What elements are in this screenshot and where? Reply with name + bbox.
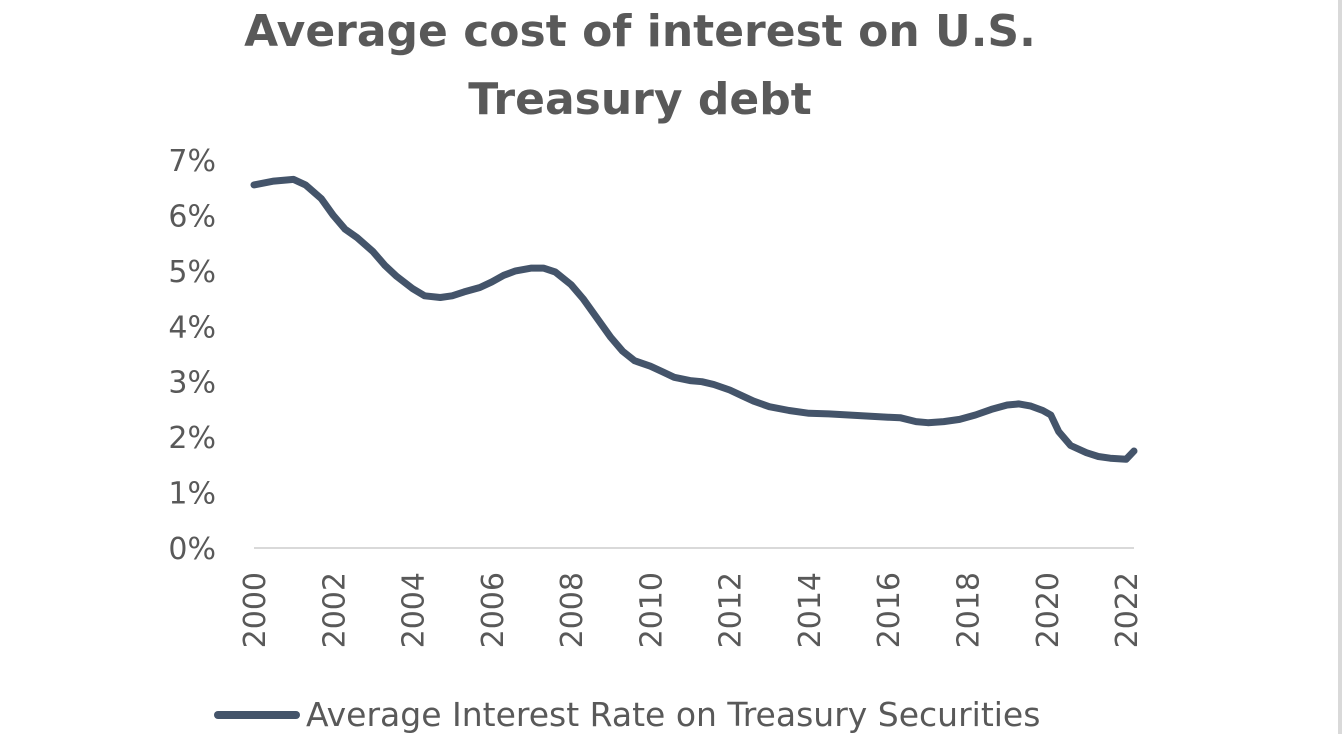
x-tick-label: 2018 xyxy=(952,572,987,648)
legend: Average Interest Rate on Treasury Securi… xyxy=(214,695,1040,734)
x-tick-label: 2014 xyxy=(793,572,828,648)
x-axis-tick-labels: 2000 2002 2004 2006 2008 2010 2012 2014 2016 2018… xyxy=(238,572,1145,648)
y-tick-label: 0% xyxy=(168,532,216,567)
x-tick-label: 2004 xyxy=(397,572,432,648)
y-axis-tick-labels: 0% 1% 2% 3% 4% 5% 6% 7% xyxy=(168,144,216,567)
y-tick-label: 7% xyxy=(168,144,216,179)
window-border xyxy=(1338,0,1342,734)
x-tick-label: 2022 xyxy=(1110,572,1145,648)
chart-title-line-1: Average cost of interest on U.S. xyxy=(244,6,1036,57)
y-tick-label: 6% xyxy=(168,199,216,234)
x-tick-label: 2008 xyxy=(555,572,590,648)
x-tick-label: 2000 xyxy=(238,572,273,648)
x-tick-label: 2010 xyxy=(634,572,669,648)
x-tick-label: 2020 xyxy=(1031,572,1066,648)
legend-label: Average Interest Rate on Treasury Securi… xyxy=(306,695,1040,734)
x-tick-label: 2002 xyxy=(317,572,352,648)
x-tick-label: 2012 xyxy=(714,572,749,648)
y-tick-label: 3% xyxy=(168,366,216,401)
chart-title-line-2: Treasury debt xyxy=(468,74,812,125)
y-tick-label: 1% xyxy=(168,477,216,512)
y-tick-label: 4% xyxy=(168,310,216,345)
x-tick-label: 2006 xyxy=(476,572,511,648)
x-tick-label: 2016 xyxy=(872,572,907,648)
series-line xyxy=(250,175,1138,463)
chart-title: Average cost of interest on U.S. Treasur… xyxy=(244,6,1036,125)
y-tick-label: 5% xyxy=(168,255,216,290)
y-tick-label: 2% xyxy=(168,421,216,456)
